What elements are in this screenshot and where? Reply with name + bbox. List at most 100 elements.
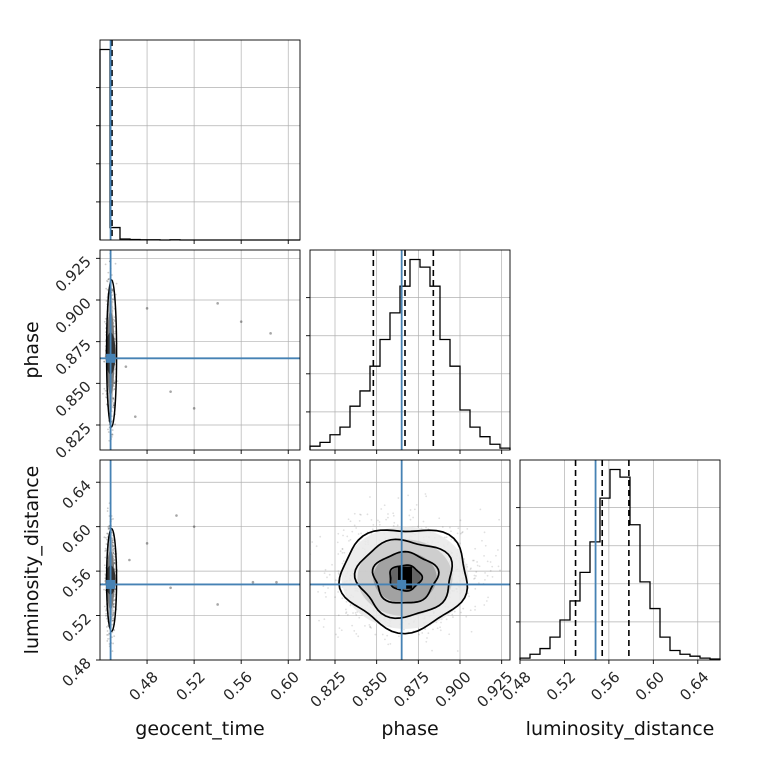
sample-point [450,530,452,533]
sample-point [311,541,314,543]
sample-point [318,619,320,622]
sample-point [378,521,381,523]
sample-point [471,559,474,562]
sample-point [355,527,358,529]
sample-point [112,403,115,406]
sample-point [440,621,442,624]
sample-point [425,526,427,529]
sample-point [107,526,110,528]
sample-point [325,596,327,598]
x-tick-label: 0.52 [543,668,579,704]
sample-point [113,550,116,553]
sample-point [438,517,441,520]
outlier-point [269,332,272,335]
sample-point [445,536,448,539]
sample-point [408,514,411,517]
sample-point [112,549,115,552]
sample-point [337,636,339,638]
sample-point [341,562,344,565]
panel-frame [309,249,511,451]
sample-point [294,537,296,539]
sample-point [357,635,360,638]
sample-point [112,406,115,409]
sample-point [345,608,347,611]
sample-point [323,618,326,621]
sample-point [104,573,107,575]
sample-point [514,550,516,552]
sample-point [105,549,108,552]
sample-point [324,591,327,594]
sample-point [113,320,116,322]
sample-point [336,541,339,544]
sample-point [467,592,469,595]
sample-point [355,613,358,616]
sample-point [397,497,400,499]
sample-point [358,616,361,619]
sample-point [368,624,371,626]
sample-point [456,532,459,535]
sample-point [385,518,388,521]
sample-point [483,554,485,557]
sample-point [417,525,419,528]
sample-point [491,565,494,568]
sample-point [341,547,344,550]
sample-point [461,531,464,533]
x-tick-label: 0.56 [220,668,256,704]
sample-point [474,577,476,580]
sample-point [106,532,109,535]
panel-frame [99,39,301,241]
sample-point [113,547,116,550]
sample-point [424,628,427,631]
sample-point [103,588,105,591]
sample-point [105,287,108,290]
sample-point [106,532,109,535]
sample-point [103,536,106,539]
sample-point [111,289,114,291]
sample-point [112,611,115,614]
sample-point [105,538,108,541]
sample-point [113,562,116,565]
sample-point [348,539,350,542]
sample-point [479,508,482,511]
sample-point [113,382,116,385]
sample-point [322,626,325,628]
sample-point [341,548,344,551]
sample-point [112,552,115,555]
x-tick-label: 0.48 [125,668,161,704]
sample-point [112,541,114,544]
outlier-point [251,580,255,584]
sample-point [111,538,114,541]
outlier-point [169,390,172,393]
sample-point [343,551,346,554]
sample-point [393,521,396,524]
sample-point [112,545,115,547]
sample-point [486,560,489,563]
x-tick-label: 0.900 [432,668,475,711]
sample-point [342,560,345,562]
sample-point [104,389,107,392]
outlier-point [124,365,128,368]
y-tick-label: 0.825 [52,419,95,462]
sample-point [104,317,107,320]
sample-point [351,624,354,627]
sample-point [324,568,327,571]
y-tick-label: 0.900 [52,294,95,337]
sample-point [105,617,108,620]
sample-point [473,574,476,577]
outlier-point [275,580,278,584]
sample-point [342,534,344,537]
histogram-step [99,48,300,241]
sample-point [499,569,501,572]
sample-point [398,635,400,638]
y-tick-label: 0.48 [58,654,94,690]
sample-point [495,554,497,557]
y-tick-label: 0.52 [58,610,94,646]
sample-point [412,516,415,519]
sample-point [478,565,481,568]
y-tick-label: 0.925 [52,252,95,295]
sample-point [369,496,371,498]
sample-point [349,520,352,523]
sample-point [112,401,115,404]
sample-point [111,420,113,423]
truth-marker [106,353,116,363]
